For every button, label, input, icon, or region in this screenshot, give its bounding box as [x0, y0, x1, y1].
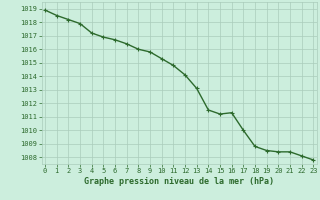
X-axis label: Graphe pression niveau de la mer (hPa): Graphe pression niveau de la mer (hPa) [84, 177, 274, 186]
